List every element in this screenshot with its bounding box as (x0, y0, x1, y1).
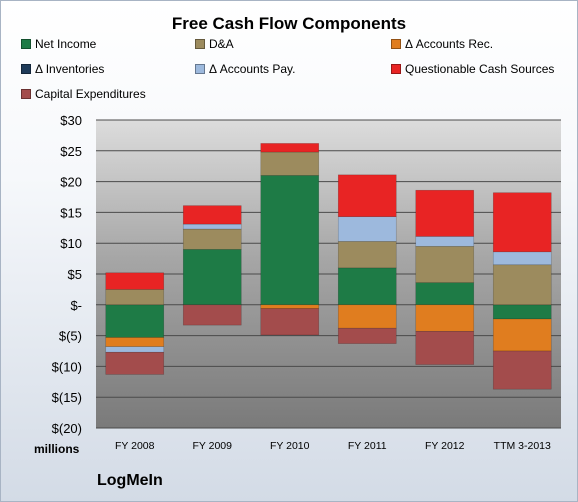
legend-item: Capital Expenditures (21, 87, 146, 101)
x-tick-label: FY 2011 (348, 440, 387, 452)
legend-item: Questionable Cash Sources (391, 62, 554, 76)
y-tick-label: $- (70, 298, 82, 313)
bar-segment (415, 236, 475, 247)
bar-segment (105, 272, 165, 290)
y-tick-label: $(20) (52, 421, 82, 436)
bar-segment (105, 346, 165, 353)
legend-swatch (391, 39, 401, 49)
legend-label: Δ Accounts Rec. (405, 37, 494, 51)
bar-segment (337, 241, 397, 269)
legend-label: Capital Expenditures (35, 87, 146, 101)
legend-swatch (21, 89, 31, 99)
x-tick-label: FY 2010 (270, 440, 310, 452)
y-tick-label: $25 (60, 144, 82, 159)
bar-segment (260, 304, 320, 309)
bar-segment (260, 151, 320, 176)
bar-segment (337, 216, 397, 242)
legend-swatch (195, 64, 205, 74)
legend-swatch (21, 39, 31, 49)
bar-segment (105, 289, 165, 306)
bar-segment (415, 330, 475, 365)
bar-segment (337, 174, 397, 218)
bar-segment (492, 304, 552, 320)
y-tick-label: $5 (68, 267, 82, 282)
bar-segment (415, 282, 475, 306)
legend-swatch (391, 64, 401, 74)
bar-segment (182, 223, 242, 230)
legend-item: Δ Accounts Pay. (195, 62, 296, 76)
y-tick-label: $30 (60, 113, 82, 128)
legend-item: Net Income (21, 37, 96, 51)
bar-segment (492, 318, 552, 352)
y-tick-label: $(15) (52, 390, 82, 405)
unit-label: millions (34, 442, 80, 456)
legend-item: Δ Inventories (21, 62, 104, 76)
x-tick-label: FY 2008 (115, 440, 155, 452)
legend-label: Δ Inventories (35, 62, 105, 76)
legend-label: Net Income (35, 37, 97, 51)
legend-label: Δ Accounts Pay. (209, 62, 296, 76)
y-tick-label: $(5) (59, 329, 82, 344)
legend-swatch (195, 39, 205, 49)
x-tick-label: FY 2012 (425, 440, 465, 452)
chart-title: Free Cash Flow Components (171, 14, 407, 33)
bar-segment (337, 327, 397, 344)
legend-swatch (21, 64, 31, 74)
bar-segment (492, 350, 552, 390)
x-tick-label: FY 2009 (192, 440, 232, 452)
bar-segment (492, 192, 552, 253)
bar-segment (105, 337, 165, 347)
bar-segment (182, 249, 242, 306)
x-tick-label: TTM 3-2013 (494, 440, 551, 452)
bar-segment (260, 308, 320, 336)
y-tick-label: $10 (60, 236, 82, 251)
bar-segment (337, 304, 397, 329)
y-tick-label: $(10) (52, 359, 82, 374)
brand-label: LogMeIn (97, 472, 163, 489)
y-tick-label: $15 (60, 205, 82, 220)
bar-segment (182, 304, 242, 326)
legend-label: Questionable Cash Sources (405, 62, 555, 76)
bar-segment (492, 264, 552, 306)
bar-segment (182, 228, 242, 250)
bar-segment (260, 143, 320, 153)
bar-segment (260, 175, 320, 306)
bar-segment (182, 205, 242, 225)
bar-segment (337, 267, 397, 306)
bar-segment (105, 351, 165, 375)
bar-segment (415, 304, 475, 332)
legend-label: D&A (209, 37, 234, 51)
y-tick-label: $20 (60, 175, 82, 190)
bar-segment (492, 251, 552, 266)
bar-segment (105, 304, 165, 338)
bar-segment (415, 245, 475, 283)
legend-item: Δ Accounts Rec. (391, 37, 493, 51)
bar-segment (415, 189, 475, 237)
legend-item: D&A (195, 37, 234, 51)
